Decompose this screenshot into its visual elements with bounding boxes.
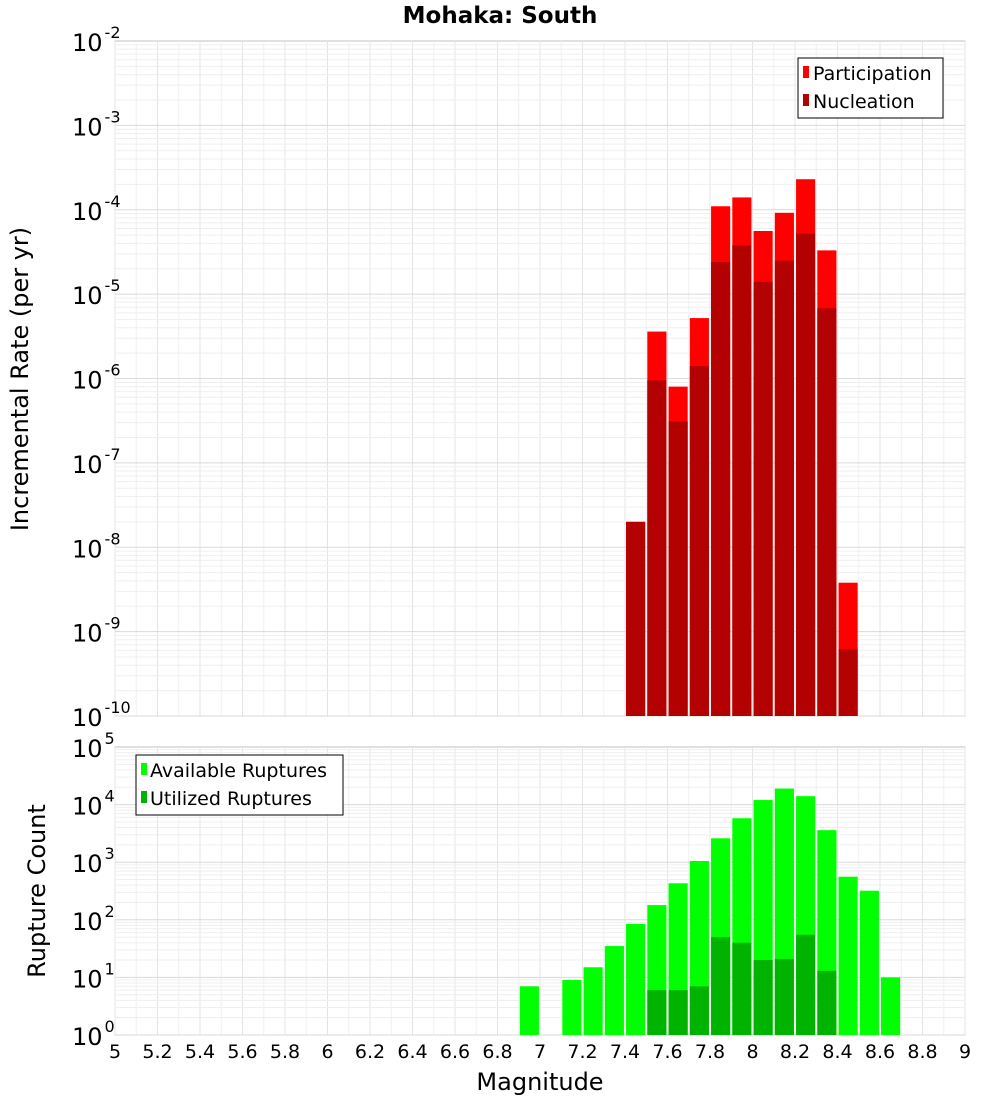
bottom-y-tick-label: 10 4: [72, 787, 115, 821]
top-bar-nucleation: [796, 233, 816, 716]
nucleation-legend-label: Nucleation: [813, 91, 915, 113]
bottom-bar-available-ruptures: [562, 980, 582, 1035]
bottom-bar-utilized-ruptures: [668, 990, 688, 1035]
utilized-swatch: [141, 791, 147, 803]
x-tick-label: 5.6: [227, 1041, 257, 1063]
bottom-bar-utilized-ruptures: [689, 986, 709, 1035]
x-tick-label: 7.2: [567, 1041, 597, 1063]
bottom-bar-utilized-ruptures: [817, 970, 837, 1035]
x-tick-label: 5.2: [142, 1041, 172, 1063]
top-y-tick-label: 10 -10: [72, 698, 131, 732]
top-y-axis-title: Incremental Rate (per yr): [6, 227, 34, 531]
bottom-bar-available-ruptures: [604, 946, 624, 1035]
top-legend: Participation Nucleation: [797, 57, 944, 119]
utilized-legend-label: Utilized Ruptures: [150, 788, 312, 810]
x-tick-label: 5: [109, 1041, 121, 1063]
top-y-tick-label: 10 -5: [72, 276, 121, 310]
top-bar-nucleation: [838, 649, 858, 716]
bottom-bar-utilized-ruptures: [647, 990, 667, 1035]
x-tick-label: 7.6: [652, 1041, 682, 1063]
bottom-y-tick-label: 10 1: [72, 959, 115, 993]
top-y-tick-label: 10 -4: [72, 192, 121, 226]
top-bar-nucleation: [732, 245, 752, 717]
x-tick-labels: 5 5.2 5.4 5.6 5.8 6 6.2 6.4 6.6 6.8 7 7.2 7.4 7.6 7.8 8…: [109, 1041, 971, 1063]
x-tick-label: 9: [959, 1041, 971, 1063]
bottom-legend: Available Ruptures Utilized Ruptures: [135, 754, 344, 816]
top-y-tick-label: 10 -8: [72, 529, 121, 563]
bottom-y-tick-label: 10 2: [72, 902, 115, 936]
top-y-tick-label: 10 -3: [72, 107, 121, 141]
x-tick-label: 8.2: [780, 1041, 810, 1063]
bottom-bars: [519, 788, 901, 1035]
bottom-y-tick-label: 10 5: [72, 729, 115, 763]
top-y-tick-label: 10 -7: [72, 445, 121, 479]
x-tick-label: 7: [534, 1041, 546, 1063]
bottom-y-axis-title: Rupture Count: [23, 804, 51, 978]
top-legend-box: [797, 57, 944, 119]
bottom-bar-available-ruptures: [626, 923, 646, 1035]
bottom-bar-available-ruptures: [519, 986, 539, 1035]
x-tick-label: 6.4: [397, 1041, 427, 1063]
top-bar-nucleation: [668, 421, 688, 716]
participation-swatch: [803, 66, 809, 78]
x-tick-label: 8: [746, 1041, 758, 1063]
x-tick-label: 6.2: [355, 1041, 385, 1063]
top-y-tick-label: 10 -9: [72, 614, 121, 648]
top-gridlines: [114, 41, 966, 717]
bottom-bar-utilized-ruptures: [753, 960, 773, 1035]
x-tick-label: 5.4: [185, 1041, 215, 1063]
x-tick-label: 6.8: [482, 1041, 512, 1063]
top-bar-nucleation: [647, 380, 667, 716]
top-y-tick-label: 10 -2: [72, 23, 121, 57]
top-bar-nucleation: [689, 366, 709, 716]
chart-title: Mohaka: South: [403, 3, 598, 29]
top-bars: [626, 179, 858, 717]
x-tick-label: 7.4: [610, 1041, 640, 1063]
bottom-bar-available-ruptures: [583, 967, 603, 1035]
bottom-bar-utilized-ruptures: [774, 958, 794, 1035]
bottom-bar-utilized-ruptures: [796, 934, 816, 1035]
available-swatch: [141, 763, 147, 775]
bottom-bar-available-ruptures: [859, 890, 879, 1035]
top-panel: 10-10 10-9 10-8 10-7 10-6 10-5 10-4 10-3 10-2 In…: [6, 23, 966, 732]
x-tick-label: 6: [321, 1041, 333, 1063]
top-bar-nucleation: [753, 281, 773, 716]
x-tick-label: 5.8: [270, 1041, 300, 1063]
top-bar-nucleation: [711, 262, 731, 716]
participation-legend-label: Participation: [813, 63, 932, 85]
bottom-bar-available-ruptures: [881, 977, 901, 1035]
x-tick-label: 8.6: [865, 1041, 895, 1063]
top-y-tick-label: 10 -6: [72, 361, 121, 395]
bottom-legend-box: [135, 754, 344, 816]
top-bar-nucleation: [817, 308, 837, 716]
x-tick-label: 8.4: [822, 1041, 852, 1063]
nucleation-swatch: [803, 94, 809, 106]
x-axis-title: Magnitude: [476, 1068, 603, 1096]
x-tick-label: 7.8: [695, 1041, 725, 1063]
bottom-bar-available-ruptures: [838, 876, 858, 1035]
bottom-bar-utilized-ruptures: [711, 937, 731, 1035]
top-bar-nucleation: [774, 260, 794, 716]
x-tick-label: 6.6: [440, 1041, 470, 1063]
top-bar-nucleation: [626, 521, 646, 716]
bottom-y-tick-label: 10 3: [72, 844, 115, 878]
bottom-bar-utilized-ruptures: [732, 942, 752, 1035]
x-tick-label: 8.8: [907, 1041, 937, 1063]
available-legend-label: Available Ruptures: [150, 760, 327, 782]
